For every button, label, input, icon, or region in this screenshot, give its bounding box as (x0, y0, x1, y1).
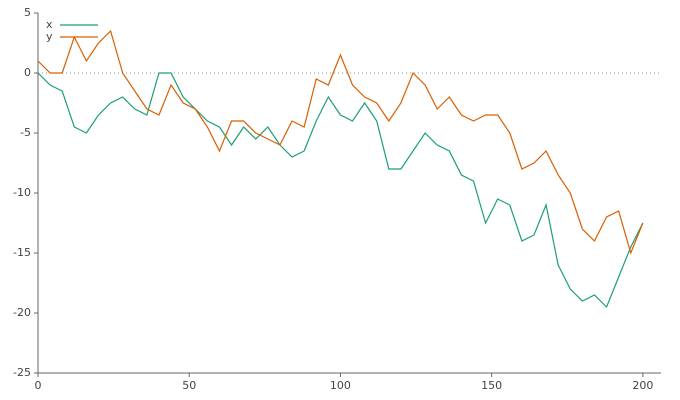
y-tick-label: -20 (13, 306, 31, 319)
legend-label: y (46, 30, 53, 43)
y-tick-label: 0 (24, 66, 31, 79)
y-tick-label: -5 (20, 126, 31, 139)
series-line (37, 29, 644, 255)
y-tick-label: 5 (24, 6, 31, 19)
x-tick-label: 100 (330, 379, 351, 392)
y-tick-label: -10 (13, 186, 31, 199)
legend-label: x (46, 18, 53, 31)
x-tick-label: 200 (632, 379, 653, 392)
series-line (37, 72, 644, 309)
x-tick-label: 150 (481, 379, 502, 392)
y-tick-label: -25 (13, 366, 31, 379)
x-tick-label: 50 (182, 379, 196, 392)
y-tick-label: -15 (13, 246, 31, 259)
x-tick-label: 0 (35, 379, 42, 392)
